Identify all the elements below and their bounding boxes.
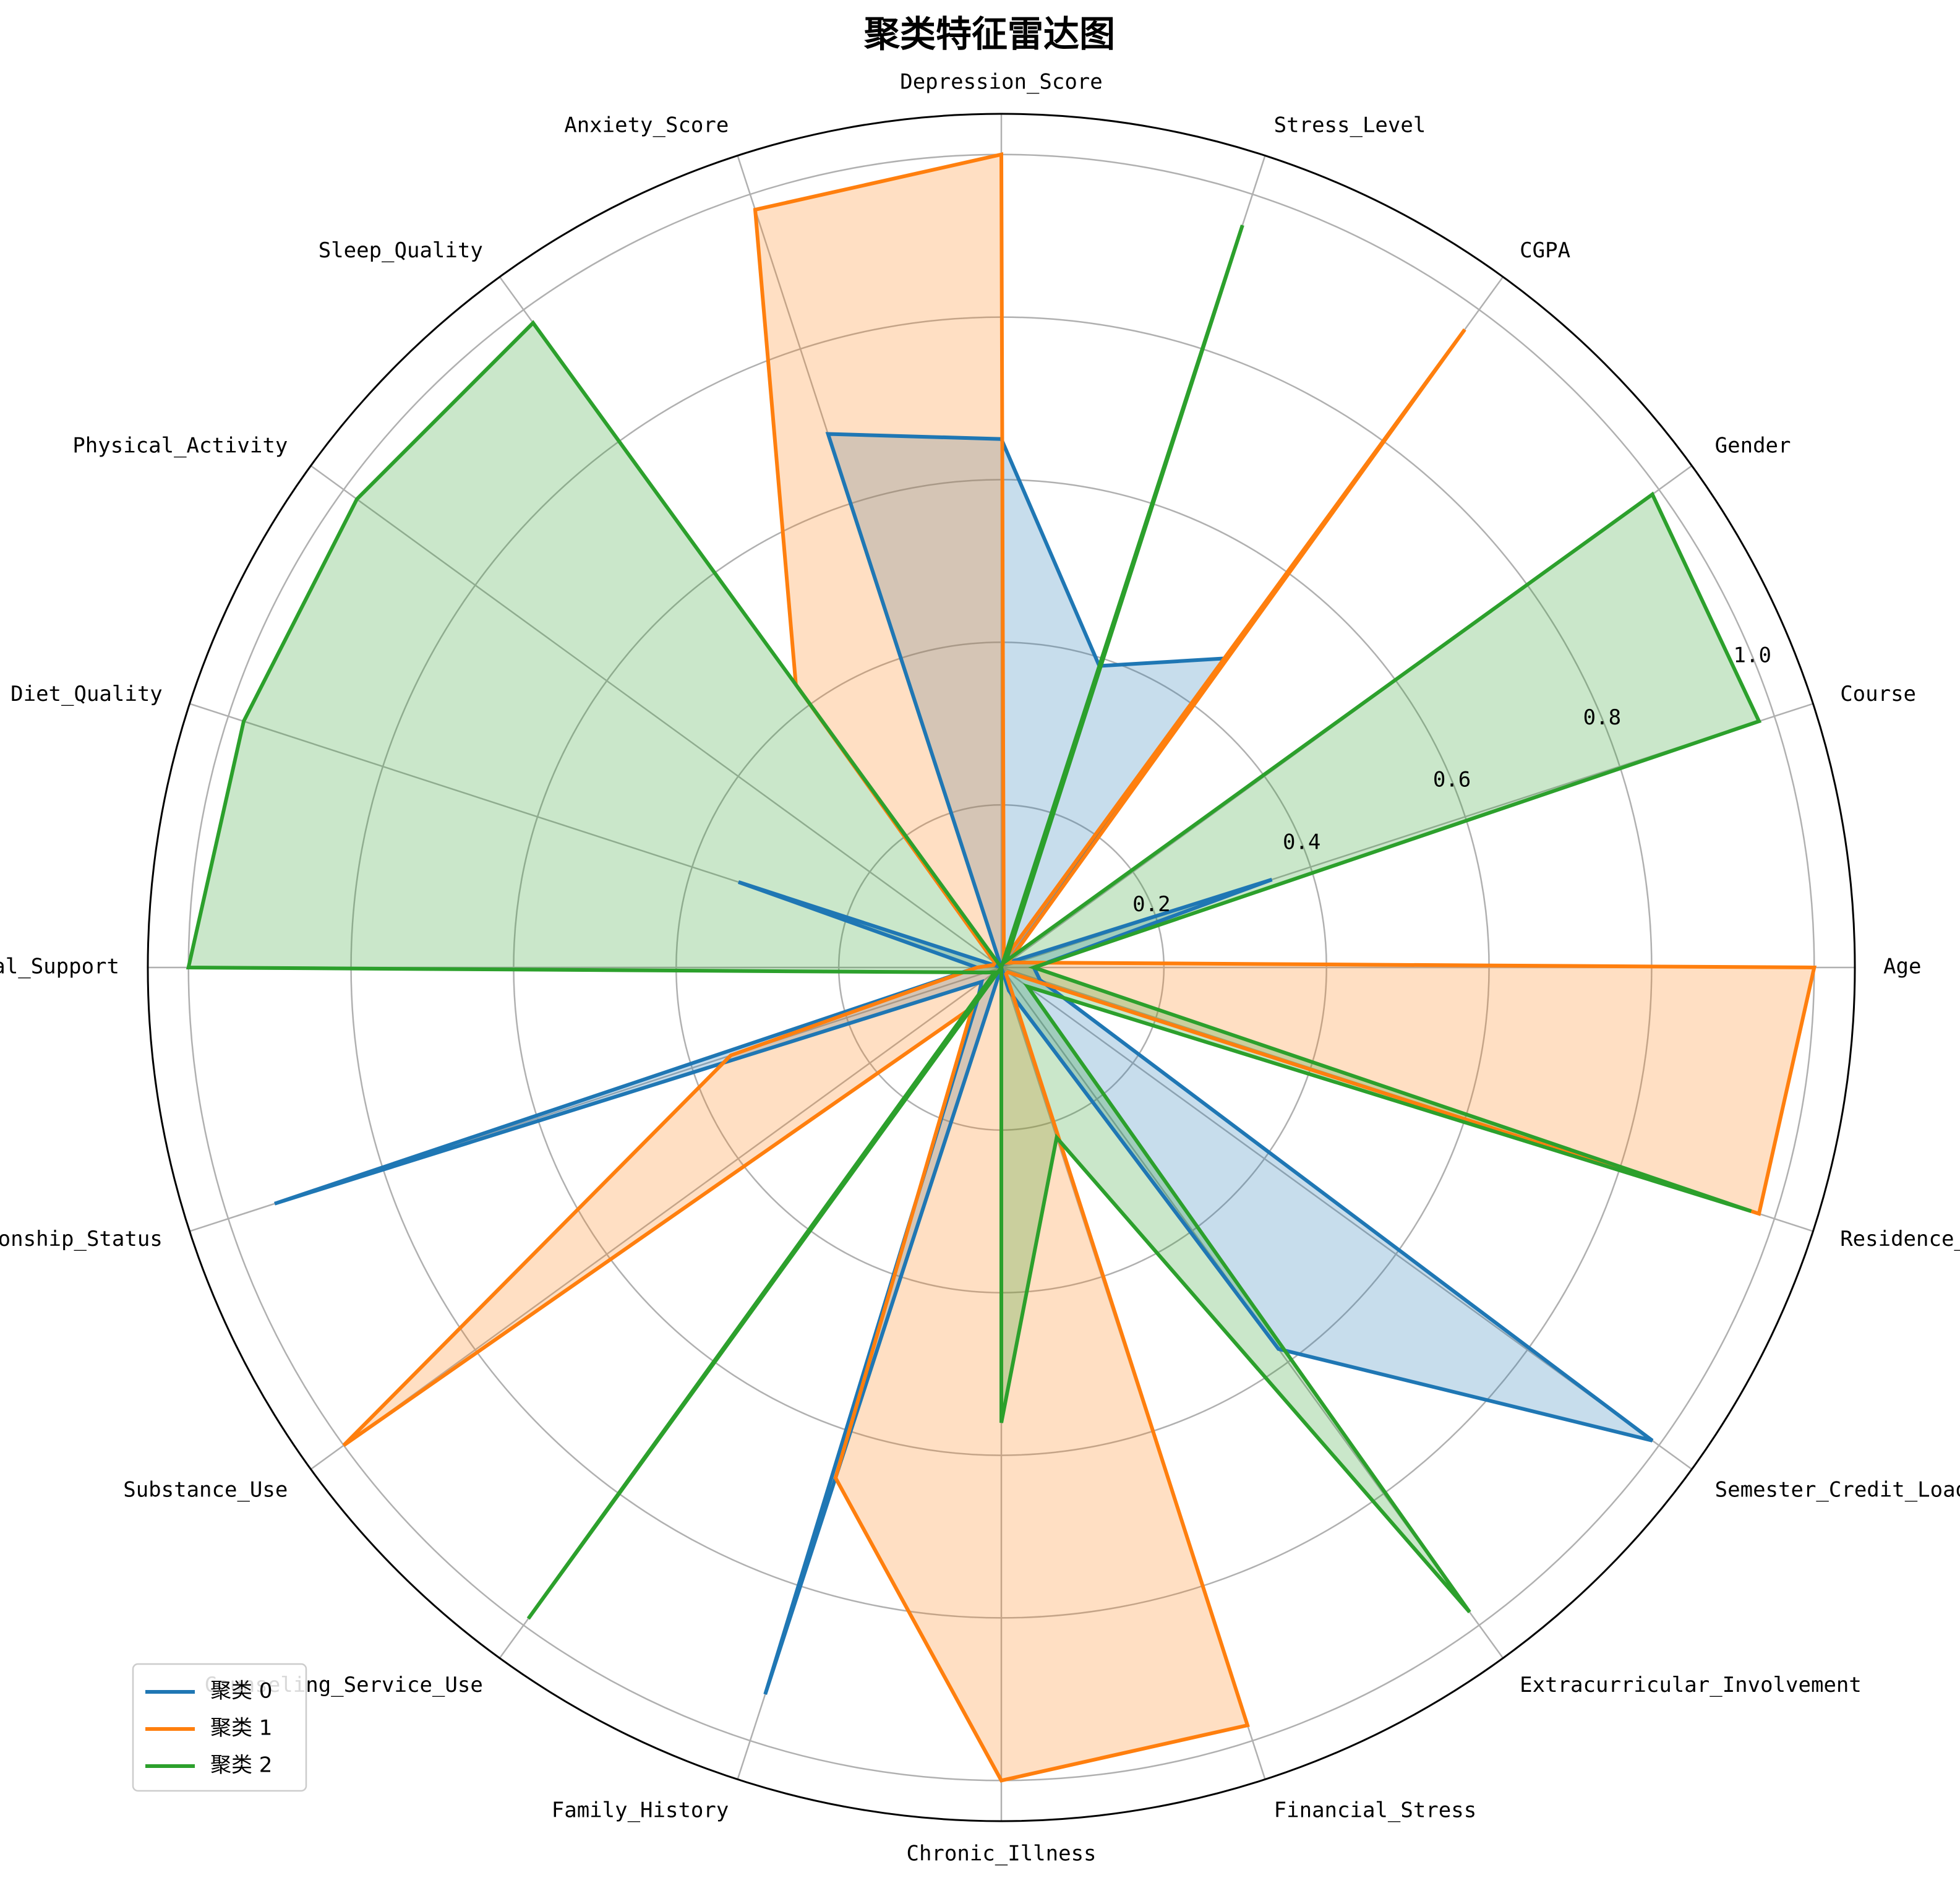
legend-box bbox=[132, 1663, 307, 1792]
series-fill-2 bbox=[188, 225, 1760, 1619]
radial-tick-label-1: 0.4 bbox=[1283, 830, 1320, 854]
series-fill-1 bbox=[343, 154, 1815, 1781]
legend-label-2: 聚类 2 bbox=[210, 1753, 272, 1778]
category-label-4: Stress_Level bbox=[1274, 113, 1426, 137]
legend-label-0: 聚类 0 bbox=[210, 1679, 272, 1704]
radial-tick-label-0: 0.2 bbox=[1132, 892, 1170, 917]
grid-spoke-8 bbox=[310, 465, 1002, 969]
category-label-9: Diet_Quality bbox=[11, 682, 163, 706]
series-line-2 bbox=[186, 225, 1762, 1620]
category-label-11: Relationship_Status bbox=[0, 1227, 163, 1251]
category-label-5: Depression_Score bbox=[900, 70, 1103, 95]
series-layer bbox=[186, 152, 1817, 1783]
category-label-10: Social_Support bbox=[0, 954, 119, 979]
radial-tick-label-2: 0.6 bbox=[1433, 768, 1471, 792]
polar-frame bbox=[147, 113, 1856, 1822]
label-layer: 0.2 0.4 0.6 0.8 1.0 Age Course Gender CGPA Stress… bbox=[0, 70, 1960, 1866]
category-label-14: Family_History bbox=[552, 1798, 729, 1823]
category-label-17: Extracurricular_Involvement bbox=[1520, 1673, 1862, 1697]
category-label-15: Chronic_Illness bbox=[906, 1842, 1096, 1866]
category-label-12: Substance_Use bbox=[123, 1478, 288, 1503]
legend: 聚类 0 聚类 1 聚类 2 bbox=[132, 1663, 307, 1792]
category-label-16: Financial_Stress bbox=[1274, 1798, 1477, 1823]
radial-tick-label-3: 0.8 bbox=[1583, 705, 1621, 730]
category-label-1: Course bbox=[1840, 682, 1916, 706]
category-label-8: Physical_Activity bbox=[72, 433, 288, 458]
grid-spoke-12 bbox=[310, 966, 1002, 1470]
series-fill-0 bbox=[275, 434, 1653, 1694]
category-label-19: Residence_Type bbox=[1840, 1227, 1960, 1251]
category-label-6: Anxiety_Score bbox=[564, 113, 729, 137]
category-label-0: Age bbox=[1883, 954, 1921, 979]
series-line-1 bbox=[342, 152, 1817, 1783]
series-line-0 bbox=[274, 432, 1654, 1695]
category-label-2: Gender bbox=[1715, 433, 1791, 458]
chart-title: 聚类特征雷达图 bbox=[863, 13, 1115, 55]
category-label-18: Semester_Credit_Load bbox=[1715, 1478, 1960, 1503]
category-label-3: CGPA bbox=[1520, 238, 1570, 263]
radial-tick-label-4: 1.0 bbox=[1734, 643, 1771, 668]
legend-label-1: 聚类 1 bbox=[210, 1716, 272, 1741]
category-label-7: Sleep_Quality bbox=[319, 238, 483, 263]
